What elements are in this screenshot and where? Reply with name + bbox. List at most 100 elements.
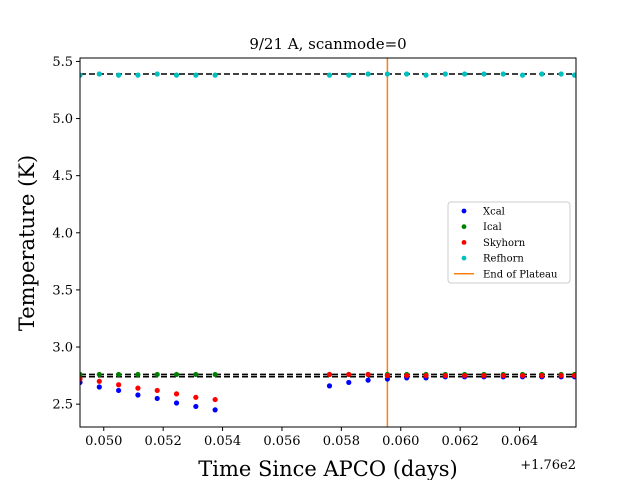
legend-label: Xcal	[483, 207, 505, 218]
point-xcal	[346, 379, 352, 386]
point-refhorn	[423, 72, 429, 78]
point-skyhorn	[96, 378, 102, 384]
legend-dot-marker	[461, 255, 467, 261]
point-refhorn	[154, 71, 160, 77]
point-refhorn	[558, 71, 564, 77]
chart-title: 9/21 A, scanmode=0	[249, 35, 406, 53]
x-tick-label: 0.064	[501, 434, 538, 449]
x-tick-label: 0.056	[263, 434, 300, 449]
point-skyhorn	[462, 372, 468, 379]
point-ical	[135, 371, 141, 378]
y-tick-label: 5.5	[52, 55, 73, 70]
point-skyhorn	[212, 396, 218, 403]
point-skyhorn	[135, 385, 141, 391]
legend-label: Refhorn	[483, 254, 524, 265]
point-skyhorn	[326, 371, 333, 378]
legend: Xcal Ical Skyhorn Refhorn End of Plateau	[447, 201, 571, 284]
point-xcal	[116, 387, 122, 394]
legend-item-xcal: Xcal	[461, 207, 505, 218]
point-refhorn	[519, 72, 526, 78]
point-refhorn	[481, 71, 487, 77]
point-xcal	[173, 400, 180, 406]
y-tick-label: 3.5	[52, 283, 73, 298]
x-tick-label: 0.062	[442, 434, 479, 449]
point-refhorn	[384, 71, 391, 77]
point-refhorn	[404, 71, 410, 77]
x-tick-label: 0.058	[323, 434, 360, 449]
y-tick-label: 5.0	[52, 112, 73, 127]
point-skyhorn	[365, 371, 371, 378]
point-refhorn	[116, 72, 122, 78]
point-skyhorn	[539, 372, 545, 379]
legend-dot-marker	[461, 240, 467, 245]
point-ical	[116, 371, 122, 378]
point-skyhorn	[404, 372, 410, 379]
point-refhorn	[173, 72, 180, 78]
point-xcal	[212, 407, 218, 413]
point-ical	[154, 371, 160, 378]
legend-box	[447, 201, 571, 284]
series-refhorn	[80, 71, 576, 78]
axes-frame	[79, 57, 577, 428]
point-refhorn	[571, 72, 576, 78]
legend-item-refhorn: Refhorn	[461, 254, 524, 265]
point-ical	[80, 371, 83, 378]
point-skyhorn	[173, 391, 180, 397]
legend-item-ical: Ical	[461, 222, 502, 233]
y-tick-label: 2.5	[52, 398, 73, 413]
x-tick-label: 0.054	[204, 434, 241, 449]
x-tick-label: 0.052	[145, 434, 182, 449]
series-xcal	[80, 374, 576, 413]
x-axis-label: Time Since APCO (days)	[198, 457, 457, 480]
point-refhorn	[96, 71, 102, 77]
point-ical	[193, 371, 199, 378]
point-refhorn	[365, 71, 371, 77]
point-refhorn	[462, 71, 468, 77]
point-ical	[212, 371, 218, 378]
point-xcal	[326, 383, 333, 389]
legend-item-skyhorn: Skyhorn	[461, 238, 526, 249]
point-skyhorn	[558, 372, 564, 379]
point-skyhorn	[423, 372, 429, 379]
plot-area	[80, 58, 576, 427]
point-xcal	[154, 395, 160, 402]
point-refhorn	[539, 71, 545, 77]
plot-layer	[80, 58, 576, 427]
point-skyhorn	[80, 376, 83, 382]
axes-layer: 0.050 0.052 0.054 0.056 0.058 0.060 0.062 0.064…	[52, 55, 577, 449]
point-skyhorn	[442, 372, 448, 379]
point-skyhorn	[154, 387, 160, 394]
series-skyhorn	[80, 371, 576, 403]
point-xcal	[193, 403, 199, 410]
point-refhorn	[80, 72, 83, 78]
y-tick-label: 4.5	[52, 169, 73, 184]
legend-dot-marker	[461, 224, 467, 230]
x-tick-label: 0.050	[85, 434, 122, 449]
point-skyhorn	[384, 372, 391, 379]
point-refhorn	[442, 71, 448, 77]
point-skyhorn	[346, 371, 352, 378]
legend-dot-marker	[461, 208, 467, 214]
point-xcal	[96, 384, 102, 390]
point-skyhorn	[519, 372, 526, 379]
point-skyhorn	[571, 372, 576, 379]
y-axis-label: Temperature (K)	[15, 155, 39, 331]
point-skyhorn	[193, 394, 199, 400]
point-ical	[96, 371, 102, 378]
y-tick-label: 3.0	[52, 341, 73, 356]
point-refhorn	[212, 72, 218, 78]
point-skyhorn	[116, 382, 122, 388]
x-tick-label: 0.060	[382, 434, 419, 449]
legend-label: Ical	[483, 222, 502, 233]
point-xcal	[365, 377, 371, 383]
legend-label: Skyhorn	[483, 238, 526, 249]
y-tick-label: 4.0	[52, 226, 73, 241]
legend-item-end-of-plateau: End of Plateau	[454, 269, 558, 280]
point-refhorn	[326, 72, 333, 78]
point-refhorn	[193, 72, 199, 78]
point-skyhorn	[481, 372, 487, 379]
legend-label: End of Plateau	[483, 269, 558, 280]
point-skyhorn	[500, 372, 506, 379]
point-xcal	[135, 392, 141, 398]
